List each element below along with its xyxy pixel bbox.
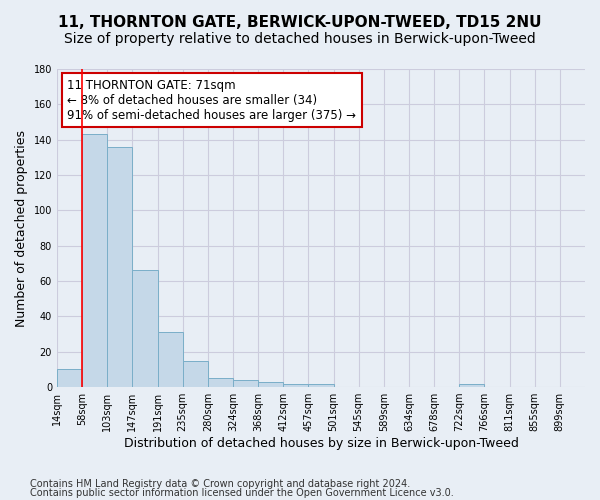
Bar <box>459 384 484 387</box>
Bar <box>258 382 283 387</box>
Bar <box>82 134 107 387</box>
Y-axis label: Number of detached properties: Number of detached properties <box>15 130 28 326</box>
Bar <box>133 270 158 387</box>
Text: Size of property relative to detached houses in Berwick-upon-Tweed: Size of property relative to detached ho… <box>64 32 536 46</box>
Text: 11 THORNTON GATE: 71sqm
← 8% of detached houses are smaller (34)
91% of semi-det: 11 THORNTON GATE: 71sqm ← 8% of detached… <box>67 78 356 122</box>
Text: Contains HM Land Registry data © Crown copyright and database right 2024.: Contains HM Land Registry data © Crown c… <box>30 479 410 489</box>
Text: 11, THORNTON GATE, BERWICK-UPON-TWEED, TD15 2NU: 11, THORNTON GATE, BERWICK-UPON-TWEED, T… <box>58 15 542 30</box>
X-axis label: Distribution of detached houses by size in Berwick-upon-Tweed: Distribution of detached houses by size … <box>124 437 518 450</box>
Bar <box>57 370 82 387</box>
Bar <box>158 332 182 387</box>
Bar <box>308 384 334 387</box>
Bar <box>233 380 258 387</box>
Bar <box>208 378 233 387</box>
Text: Contains public sector information licensed under the Open Government Licence v3: Contains public sector information licen… <box>30 488 454 498</box>
Bar <box>283 384 308 387</box>
Bar <box>182 360 208 387</box>
Bar <box>107 147 133 387</box>
